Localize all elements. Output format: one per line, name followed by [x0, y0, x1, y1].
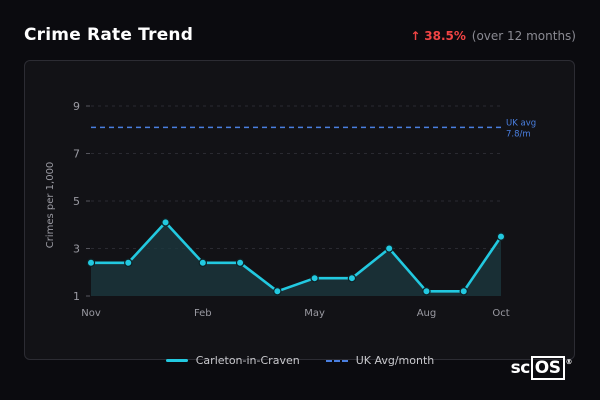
uk-average-label: UK avg: [506, 118, 536, 128]
data-point: [347, 273, 357, 283]
change-note: (over 12 months): [471, 29, 576, 43]
y-tick-label: 3: [73, 243, 80, 256]
chart-legend: Carleton-in-Craven UK Avg/month: [0, 354, 600, 367]
legend-item-avg[interactable]: UK Avg/month: [325, 354, 435, 367]
x-tick-label: Oct: [492, 308, 509, 319]
legend-series-swatch: [165, 359, 188, 362]
page-title: Crime Rate Trend: [24, 25, 194, 45]
y-tick-label: 9: [73, 100, 80, 113]
data-point: [422, 287, 431, 296]
x-tick-label: Nov: [81, 308, 101, 319]
y-axis-label: Crimes per 1,000: [45, 162, 56, 249]
brand-logo: sc OS ®: [510, 356, 572, 380]
trend-up-icon: ↑: [410, 29, 421, 43]
data-point: [198, 258, 208, 267]
data-point: [496, 232, 506, 241]
y-tick-label: 7: [73, 148, 80, 161]
x-tick-label: Feb: [194, 308, 212, 319]
legend-item-series[interactable]: Carleton-in-Craven: [165, 354, 300, 367]
change-percent: 38.5%: [424, 29, 466, 43]
chart-card: [24, 60, 575, 360]
legend-series-label: Carleton-in-Craven: [195, 354, 300, 367]
data-point: [86, 258, 96, 267]
data-point: [384, 244, 394, 253]
change-summary: ↑ 38.5% (over 12 months): [410, 29, 576, 43]
y-tick-label: 1: [73, 290, 80, 303]
data-point: [273, 287, 282, 296]
data-point: [459, 287, 468, 296]
legend-avg-label: UK Avg/month: [355, 354, 435, 367]
y-tick-label: 5: [73, 195, 80, 208]
data-point: [235, 258, 245, 267]
x-tick-label: May: [304, 308, 325, 319]
data-point: [310, 273, 319, 283]
series-area: [91, 222, 501, 296]
x-tick-label: Aug: [417, 308, 437, 319]
uk-average-value: 7.8/m: [506, 129, 531, 139]
series-line: [91, 221, 503, 293]
data-point: [161, 218, 170, 227]
data-point: [124, 258, 133, 267]
legend-avg-swatch: [325, 359, 348, 362]
